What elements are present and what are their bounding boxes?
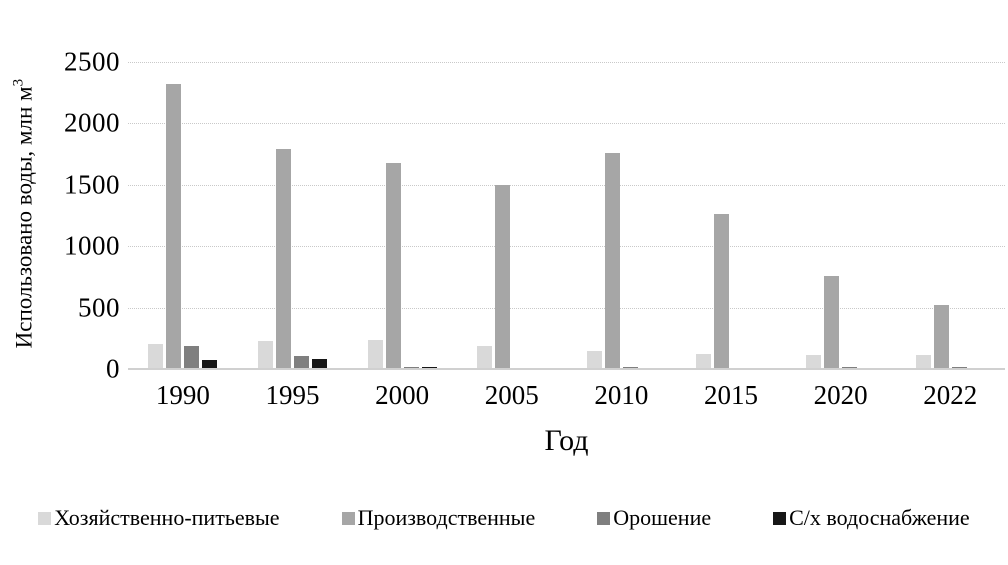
x-axis-title: Год	[544, 424, 589, 457]
bar-group-2005	[477, 185, 546, 369]
gridline-1500	[128, 184, 1005, 186]
legend-item-3: Орошение	[597, 505, 711, 531]
gridline-1000	[128, 246, 1005, 248]
legend-swatch-icon	[38, 511, 52, 525]
bar-2000-series-2	[385, 163, 401, 369]
bar-group-2010	[586, 153, 656, 369]
bar-2022-series-1	[915, 355, 931, 369]
bar-group-2015	[696, 214, 765, 369]
bar-2015-series-1	[696, 354, 712, 369]
x-tick-label-2010: 2010	[594, 380, 649, 410]
bar-2010-series-1	[586, 351, 602, 369]
bar-group-2020	[806, 276, 875, 369]
legend-swatch-icon	[597, 511, 611, 525]
legend: Хозяйственно-питьевые Производственные Оро…	[0, 505, 1008, 531]
x-tick-label-2000: 2000	[375, 380, 430, 410]
bar-2020-series-2	[824, 276, 840, 369]
y-tick-label: 1000	[64, 230, 120, 261]
bar-1990-series-3	[184, 346, 200, 369]
legend-item-4: С/х водоснабжение	[773, 505, 970, 531]
bar-2005-series-1	[477, 346, 493, 369]
x-tick-label-2022: 2022	[923, 380, 978, 410]
bar-2020-series-1	[806, 355, 822, 369]
y-axis-tick-labels: 0 500 1000 1500 2000 2500	[0, 47, 120, 384]
legend-swatch-icon	[341, 511, 355, 525]
gridline-500	[128, 307, 1005, 309]
legend-label: Орошение	[613, 505, 712, 530]
bar-1995-series-4	[311, 359, 327, 369]
bar-1995-series-1	[257, 341, 273, 369]
bar-group-2000	[367, 163, 437, 369]
x-tick-label-1990: 1990	[155, 380, 210, 410]
legend-item-2: Производственные	[341, 505, 536, 531]
bar-group-2022	[915, 305, 985, 369]
y-tick-label: 1500	[64, 169, 120, 200]
bar-2000-series-1	[367, 340, 383, 369]
x-axis-tick-labels: 1990 1995 2000 2005 2010 2015 2020 2022	[128, 380, 1005, 416]
x-tick-label-1995: 1995	[265, 380, 320, 410]
legend-label: Хозяйственно-питьевые	[54, 505, 280, 530]
bar-2015-series-2	[714, 214, 730, 369]
x-tick-label-2015: 2015	[703, 380, 758, 410]
plot-area	[128, 62, 1005, 370]
x-axis-line	[128, 368, 1005, 370]
y-tick-label: 0	[106, 353, 120, 384]
legend-swatch-icon	[773, 511, 787, 525]
y-tick-label: 2500	[64, 46, 120, 77]
bar-1995-series-3	[293, 356, 309, 369]
y-tick-label: 2000	[64, 107, 120, 138]
bar-1990-series-4	[202, 360, 218, 369]
gridline-2500	[128, 62, 1005, 63]
bar-2005-series-2	[495, 185, 511, 369]
y-tick-label: 500	[78, 292, 120, 323]
x-tick-label-2020: 2020	[813, 380, 868, 410]
bar-1990-series-2	[166, 84, 182, 369]
bar-1995-series-2	[275, 149, 291, 369]
bar-2022-series-2	[933, 305, 949, 369]
bar-2010-series-2	[604, 153, 620, 369]
legend-label: Производственные	[357, 505, 536, 530]
bar-group-1995	[257, 149, 327, 369]
bar-1990-series-1	[148, 344, 164, 369]
x-tick-label-2005: 2005	[484, 380, 539, 410]
legend-label: С/х водоснабжение	[789, 505, 970, 530]
bar-group-1990	[148, 84, 218, 369]
legend-item-1: Хозяйственно-питьевые	[38, 505, 280, 531]
gridline-2000	[128, 123, 1005, 125]
